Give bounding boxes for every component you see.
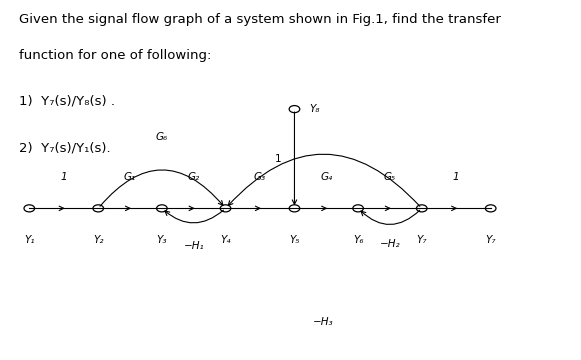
Text: Y₁: Y₁ xyxy=(24,235,34,245)
Text: G₂: G₂ xyxy=(188,172,200,182)
Text: Y₈: Y₈ xyxy=(309,104,320,114)
Text: Given the signal flow graph of a system shown in Fig.1, find the transfer: Given the signal flow graph of a system … xyxy=(19,13,501,26)
Text: Y₇: Y₇ xyxy=(486,235,496,245)
Text: −H₃: −H₃ xyxy=(313,317,334,327)
Text: −H₂: −H₂ xyxy=(379,239,400,249)
Text: 1: 1 xyxy=(60,172,67,182)
Text: Y₆: Y₆ xyxy=(353,235,363,245)
Text: G₁: G₁ xyxy=(124,172,136,182)
Text: −H₁: −H₁ xyxy=(184,240,204,251)
Text: Y₇: Y₇ xyxy=(417,235,427,245)
Text: Y₂: Y₂ xyxy=(93,235,103,245)
Text: 1)  Y₇(s)/Y₈(s) .: 1) Y₇(s)/Y₈(s) . xyxy=(19,95,114,108)
Text: G₆: G₆ xyxy=(156,132,168,143)
Text: Y₅: Y₅ xyxy=(289,235,300,245)
Text: G₅: G₅ xyxy=(384,172,396,182)
Text: function for one of following:: function for one of following: xyxy=(19,49,211,62)
Text: Y₄: Y₄ xyxy=(220,235,231,245)
Text: G₄: G₄ xyxy=(320,172,332,182)
Text: 1: 1 xyxy=(275,154,282,164)
Text: Y₃: Y₃ xyxy=(157,235,167,245)
Text: 2)  Y₇(s)/Y₁(s).: 2) Y₇(s)/Y₁(s). xyxy=(19,141,110,154)
Text: G₃: G₃ xyxy=(254,172,266,182)
Text: 1: 1 xyxy=(453,172,460,182)
